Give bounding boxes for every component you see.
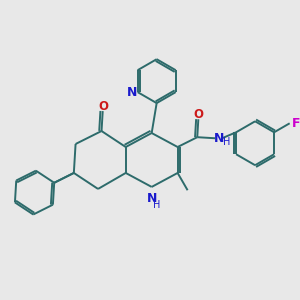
- Text: F: F: [291, 117, 300, 130]
- Text: H: H: [153, 200, 160, 210]
- Text: N: N: [127, 85, 137, 99]
- Text: H: H: [224, 137, 231, 147]
- Text: N: N: [146, 192, 157, 206]
- Text: O: O: [98, 100, 108, 112]
- Text: O: O: [194, 108, 204, 121]
- Text: N: N: [214, 132, 224, 145]
